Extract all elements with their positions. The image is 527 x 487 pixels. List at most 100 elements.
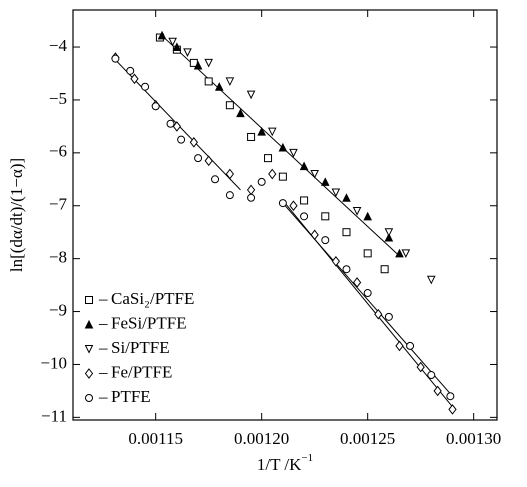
marker: [352, 277, 362, 288]
marker: [321, 236, 330, 245]
legend-prefix: –: [98, 387, 108, 406]
fit-line: [282, 202, 453, 397]
marker: [141, 82, 150, 91]
marker: [363, 289, 372, 298]
legend-marker: [85, 296, 93, 304]
marker: [278, 199, 287, 208]
marker: [225, 168, 235, 180]
marker: [363, 249, 372, 258]
marker: [374, 308, 383, 320]
x-axis-label: 1/T /K−1: [257, 452, 313, 474]
x-label-sup: −1: [301, 452, 313, 464]
marker: [406, 341, 415, 350]
marker: [157, 30, 167, 40]
legend-label: CaSi₂/PTFE: [111, 289, 194, 308]
marker: [310, 229, 319, 241]
marker: [448, 404, 457, 415]
y-tick-label: −5: [49, 89, 67, 108]
marker: [267, 127, 277, 137]
legend-marker: [84, 368, 94, 379]
marker: [395, 248, 404, 258]
fit-line: [159, 33, 400, 257]
marker: [204, 58, 213, 68]
marker: [172, 42, 182, 52]
marker: [246, 184, 256, 196]
legend-label: Si/PTFE: [111, 338, 170, 357]
marker: [194, 154, 203, 163]
marker: [225, 77, 235, 87]
marker: [342, 193, 351, 202]
marker: [247, 132, 256, 141]
marker: [189, 136, 198, 148]
marker: [278, 142, 288, 152]
y-tick-label: −7: [49, 195, 68, 214]
marker: [446, 392, 455, 401]
marker: [166, 119, 175, 128]
marker: [168, 37, 177, 47]
marker: [183, 48, 192, 57]
marker: [246, 90, 256, 100]
x-tick-label: 0.00125: [340, 429, 395, 448]
marker: [172, 121, 182, 132]
x-tick-label: 0.00130: [446, 429, 501, 448]
legend-marker: [84, 319, 94, 329]
legend-marker: [84, 345, 94, 354]
marker: [257, 177, 266, 186]
marker: [204, 155, 213, 167]
marker: [225, 101, 234, 110]
marker: [384, 232, 394, 242]
marker: [342, 228, 351, 237]
x-label-main: 1/T /K: [257, 455, 302, 474]
legend-label: FeSi/PTFE: [111, 313, 187, 332]
marker: [331, 255, 341, 267]
marker: [278, 172, 287, 181]
marker: [300, 196, 309, 205]
marker: [151, 102, 160, 111]
marker: [225, 191, 234, 200]
y-tick-label: −4: [49, 36, 68, 55]
marker: [395, 340, 404, 352]
legend-prefix: –: [98, 289, 108, 308]
marker: [352, 207, 362, 216]
legend-label: Fe/PTFE: [111, 362, 172, 381]
marker: [363, 211, 372, 221]
marker: [289, 200, 298, 212]
marker: [380, 265, 389, 274]
marker: [300, 212, 309, 221]
marker: [384, 228, 394, 237]
marker: [193, 60, 203, 70]
x-tick-label: 0.00115: [128, 429, 183, 448]
marker: [257, 127, 266, 136]
marker: [426, 275, 436, 285]
legend-marker: [85, 394, 93, 402]
marker: [111, 54, 120, 63]
marker: [289, 148, 298, 158]
marker: [384, 312, 393, 321]
marker: [310, 170, 319, 179]
legend-prefix: –: [98, 313, 108, 332]
marker: [268, 168, 277, 180]
marker: [211, 175, 220, 184]
legend-prefix: –: [98, 362, 108, 381]
y-tick-label: −11: [41, 406, 67, 425]
marker: [416, 361, 425, 373]
marker: [130, 73, 139, 85]
plot-frame: [72, 9, 498, 421]
marker: [214, 82, 224, 91]
marker: [321, 212, 330, 221]
y-axis-label: ln[(dα/dt)/(1−α)]: [7, 158, 26, 272]
legend-label: PTFE: [111, 387, 151, 406]
marker: [342, 265, 351, 274]
marker: [401, 249, 411, 258]
marker: [236, 108, 245, 118]
marker: [331, 188, 341, 198]
marker: [126, 66, 135, 75]
marker: [177, 135, 186, 144]
x-tick-label: 0.00120: [234, 429, 289, 448]
y-tick-label: −6: [49, 142, 67, 161]
marker: [427, 371, 436, 380]
marker: [433, 385, 442, 397]
marker: [204, 77, 213, 86]
y-tick-label: −9: [49, 300, 67, 319]
legend-prefix: –: [98, 338, 108, 357]
